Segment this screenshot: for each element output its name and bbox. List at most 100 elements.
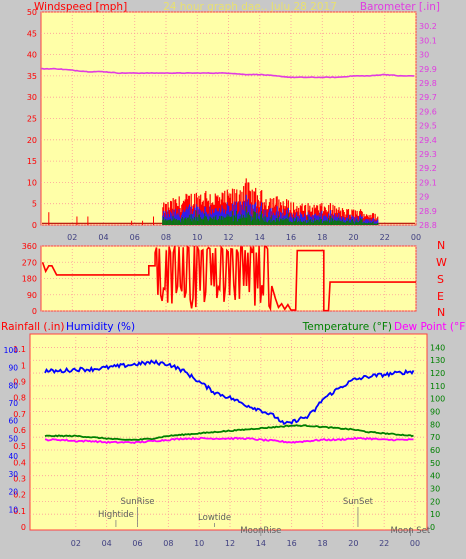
bottom-x-tick-label: 14 xyxy=(256,539,266,548)
temperature-humidity-plot-area xyxy=(29,333,428,531)
direction-tick-label: 90 xyxy=(27,291,37,300)
temperature-tick-label: 100 xyxy=(430,395,445,404)
rainfall-tick-label: 0.2 xyxy=(13,491,26,500)
wind-x-tick-label: 16 xyxy=(286,233,296,242)
rainfall-tick-label: 1 xyxy=(21,361,26,370)
humidity-tick-label: 100 xyxy=(4,346,19,355)
wind-x-tick-label: 18 xyxy=(317,233,327,242)
rainfall-tick-label: 0.5 xyxy=(13,442,26,451)
temperature-tick-label: 60 xyxy=(430,446,440,455)
wind-x-tick-label: 14 xyxy=(255,233,265,242)
bottom-x-tick-label: 12 xyxy=(225,539,235,548)
bottom-x-tick-label: 22 xyxy=(379,539,389,548)
bottom-x-tick-label: 02 xyxy=(71,539,81,548)
humidity-axis-label: Humidity (%) xyxy=(66,321,135,333)
temperature-tick-label: 10 xyxy=(430,510,440,519)
graph-date-title: 24 hour graph dae.. Julu 28 2017 xyxy=(163,1,337,13)
rainfall-tick-label: 0.9 xyxy=(13,377,26,386)
barometer-tick-label: 29.9 xyxy=(419,65,437,74)
temperature-tick-label: 140 xyxy=(430,343,445,352)
barometer-tick-label: 29.5 xyxy=(419,122,437,131)
wind-tick-label: 45 xyxy=(27,29,37,38)
temperature-tick-label: 70 xyxy=(430,433,440,442)
humidity-tick-label: 90 xyxy=(8,364,18,373)
barometer-line xyxy=(40,67,415,79)
humidity-tick-label: 30 xyxy=(8,470,18,479)
humidity-tick-label: 20 xyxy=(8,488,18,497)
bottom-x-tick-label: 06 xyxy=(132,539,142,548)
rainfall-tick-label: 0.3 xyxy=(13,474,26,483)
barometer-tick-label: 29.4 xyxy=(419,136,437,145)
bottom-x-tick-label: 10 xyxy=(194,539,204,548)
temperature-tick-label: 50 xyxy=(430,459,440,468)
wind-direction-line xyxy=(41,244,416,312)
temperature-tick-label: 20 xyxy=(430,497,440,506)
direction-tick-label: 360 xyxy=(22,242,37,251)
wind-x-tick-label: 00 xyxy=(411,233,421,242)
wind-x-tick-label: 06 xyxy=(130,233,140,242)
barometer-tick-label: 29.2 xyxy=(419,164,437,173)
bottom-x-tick-label: 20 xyxy=(348,539,358,548)
rainfall-tick-label: 0.1 xyxy=(13,507,26,516)
compass-label-s: S xyxy=(437,273,444,286)
barometer-axis-label: Barometer [.in] xyxy=(360,1,440,13)
wind-x-tick-label: 12 xyxy=(223,233,233,242)
astro-event-label: SunSet xyxy=(343,497,374,507)
bottom-x-tick-label: 04 xyxy=(102,539,112,548)
wind-tick-label: 10 xyxy=(27,178,37,187)
astro-event-label: MoonRise xyxy=(240,526,281,536)
wind-tick-label: 15 xyxy=(27,157,37,166)
barometer-tick-label: 29.7 xyxy=(419,93,437,102)
humidity-tick-label: 60 xyxy=(8,417,18,426)
temperature-tick-label: 0 xyxy=(430,523,435,532)
barometer-tick-label: 30.2 xyxy=(419,22,437,31)
temperature-humidity-chart: 010203040506070809010011012013014000.10.… xyxy=(4,334,445,548)
wind-tick-label: 20 xyxy=(27,136,37,145)
temperature-tick-label: 30 xyxy=(430,485,440,494)
wind-direction-chart: 0 90 180 270 360 xyxy=(22,242,417,316)
compass-label-n-top: N xyxy=(437,239,445,252)
barometer-tick-label: 29.6 xyxy=(419,107,437,116)
astro-event-label: Hightide xyxy=(98,510,134,520)
barometer-tick-label: 30.1 xyxy=(419,36,437,45)
astro-event-label: Moon Set xyxy=(390,526,430,536)
humidity-tick-label: 10 xyxy=(8,505,18,514)
wind-barometer-chart: 0 5 10 15 20 25 30 35 40 45 50 28.8 28.9 29 29.1 29.2 29… xyxy=(27,8,437,242)
wind-x-tick-label: 04 xyxy=(98,233,108,242)
barometer-tick-label: 28.8 xyxy=(419,221,437,230)
wind-x-tick-label: 10 xyxy=(192,233,202,242)
rainfall-tick-label: 0 xyxy=(21,523,26,532)
humidity-tick-label: 50 xyxy=(8,434,18,443)
wind-x-tick-label: 02 xyxy=(67,233,77,242)
wind-tick-label: 35 xyxy=(27,72,37,81)
humidity-line xyxy=(44,359,415,426)
bottom-x-tick-label: 18 xyxy=(317,539,327,548)
rainfall-tick-label: 0.7 xyxy=(13,410,26,419)
barometer-tick-label: 28.9 xyxy=(419,207,437,216)
temperature-axis-label: Temperature (°F) xyxy=(302,321,392,333)
astro-event-label: SunRise xyxy=(120,497,154,507)
compass-label-n-bottom: N xyxy=(437,306,445,319)
temperature-tick-label: 110 xyxy=(430,382,445,391)
rainfall-tick-label: 1.1 xyxy=(13,345,26,354)
dewpoint-axis-label: Dew Point (°F) xyxy=(394,321,466,333)
barometer-tick-label: 29.8 xyxy=(419,79,437,88)
wind-tick-label: 40 xyxy=(27,51,37,60)
humidity-tick-label: 40 xyxy=(8,452,18,461)
wind-x-tick-label: 20 xyxy=(348,233,358,242)
humidity-tick-label: 70 xyxy=(8,399,18,408)
humidity-tick-label: 80 xyxy=(8,381,18,390)
barometer-tick-label: 29.3 xyxy=(419,150,437,159)
direction-tick-label: 180 xyxy=(22,275,37,284)
wind-x-tick-label: 08 xyxy=(161,233,171,242)
barometer-tick-label: 29 xyxy=(419,193,429,202)
direction-tick-label: 270 xyxy=(22,258,37,267)
compass-label-e: E xyxy=(437,290,444,303)
windspeed-axis-label: Windspeed [mph] xyxy=(34,1,127,13)
rainfall-tick-label: 0.8 xyxy=(13,394,26,403)
rainfall-tick-label: 0.4 xyxy=(13,458,26,467)
barometer-tick-label: 30 xyxy=(419,51,429,60)
wind-tick-label: 25 xyxy=(27,115,37,124)
